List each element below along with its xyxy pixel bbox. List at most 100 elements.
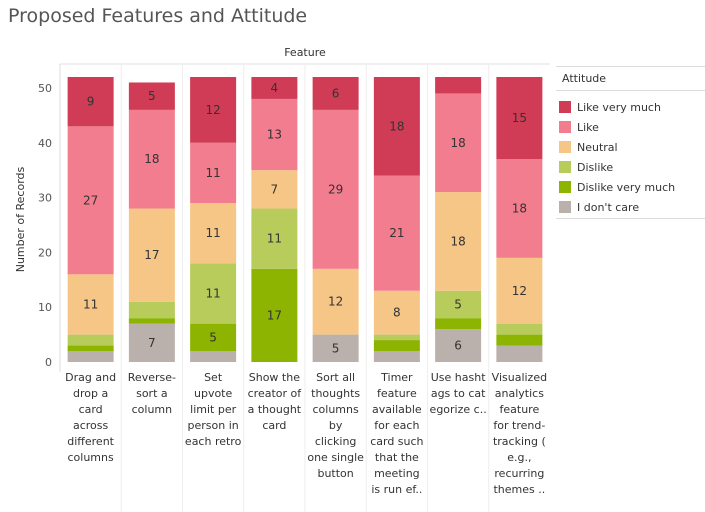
bar-segment: [190, 142, 237, 204]
category-label: drop a: [73, 387, 108, 400]
data-label: 12: [205, 103, 220, 117]
legend-swatch: [559, 101, 571, 113]
y-axis-label: Number of Records: [14, 166, 27, 272]
bar-segment: [251, 98, 298, 171]
category-label: across: [73, 419, 109, 432]
category-label: ags to cat: [431, 387, 486, 400]
legend-label: Dislike: [577, 160, 614, 174]
category-label: card: [262, 419, 286, 432]
data-label: 21: [389, 226, 404, 240]
category-label: available: [372, 403, 422, 416]
category-label: column: [132, 403, 173, 416]
data-label: 13: [267, 128, 282, 142]
bar-segment: [312, 77, 359, 110]
data-label: 11: [83, 297, 98, 311]
data-label: 6: [332, 86, 340, 100]
category-label: feature: [500, 403, 540, 416]
bar-segment: [435, 77, 482, 94]
category-label: Use hasht: [431, 371, 486, 384]
category-label: that the: [375, 451, 419, 464]
category-label: Visualized: [492, 371, 547, 384]
bar-segment: [496, 159, 543, 258]
category-label: is run ef..: [371, 483, 422, 496]
bar-segment: [128, 208, 175, 302]
bar-segment: [435, 192, 482, 291]
legend-item[interactable]: Dislike: [556, 157, 705, 177]
legend-item[interactable]: Neutral: [556, 137, 705, 157]
bar-segment: [251, 208, 298, 269]
legend-label: Neutral: [577, 140, 618, 154]
bar-segment: [190, 263, 237, 324]
bar-segment: [67, 274, 114, 335]
category-label: creator of: [248, 387, 303, 400]
data-label: 5: [454, 297, 462, 311]
category-label: by: [329, 419, 343, 432]
data-label: 5: [148, 89, 156, 103]
legend-label: Dislike very much: [577, 180, 676, 194]
category-label: Timer: [380, 371, 413, 384]
legend-item[interactable]: Like: [556, 117, 705, 137]
legend-swatch: [559, 181, 571, 193]
legend-item[interactable]: Dislike very much: [556, 177, 705, 197]
category-label: columns: [68, 451, 114, 464]
data-label: 18: [512, 202, 527, 216]
chart-title: Proposed Features and Attitude: [8, 5, 308, 27]
y-tick-label: 20: [38, 246, 52, 259]
bar-segment: [312, 268, 359, 335]
category-label: for trend-: [493, 419, 545, 432]
category-label: Show the: [249, 371, 300, 384]
legend-item[interactable]: I don't care: [556, 197, 705, 217]
bar-segment: [190, 351, 237, 362]
data-label: 5: [209, 330, 217, 344]
bar-segment: [435, 290, 482, 319]
bar-segment: [373, 290, 420, 335]
bar-segment: [373, 334, 420, 341]
data-label: 11: [205, 226, 220, 240]
legend-swatch: [559, 161, 571, 173]
bar-segment: [251, 77, 298, 99]
category-label: button: [317, 467, 353, 480]
bar-segment: [435, 93, 482, 193]
data-label: 12: [512, 284, 527, 298]
category-label: egorize c..: [430, 403, 487, 416]
legend-swatch: [559, 121, 571, 133]
y-tick-label: 0: [45, 356, 52, 369]
category-label: themes ..: [493, 483, 545, 496]
bar-segment: [312, 109, 359, 269]
bar-segment: [373, 351, 420, 362]
category-label: tracking (: [493, 435, 546, 448]
bar-segment: [312, 334, 359, 362]
legend-label: Like: [577, 120, 599, 134]
data-label: 15: [512, 111, 527, 125]
data-label: 29: [328, 182, 343, 196]
y-tick-label: 10: [38, 301, 52, 314]
data-label: 18: [144, 152, 159, 166]
bar-segment: [190, 323, 237, 352]
category-label: card such: [370, 435, 423, 448]
data-label: 18: [450, 234, 465, 248]
data-label: 6: [454, 339, 462, 353]
bar-segment: [67, 126, 114, 275]
bar-segment: [128, 318, 175, 324]
category-label: one single: [307, 451, 364, 464]
category-label: limit per: [190, 403, 236, 416]
bar-segment: [190, 77, 237, 143]
category-label: upvote: [194, 387, 233, 400]
legend-item[interactable]: Like very much: [556, 97, 705, 117]
bar-segment: [496, 77, 543, 160]
data-label: 17: [144, 248, 159, 262]
category-label: Drag and: [65, 371, 116, 384]
data-label: 7: [148, 336, 156, 350]
bar-segment: [67, 351, 114, 362]
category-label: meeting: [374, 467, 420, 480]
bar-segment: [373, 340, 420, 352]
category-label: for each: [374, 419, 419, 432]
bar-segment: [435, 318, 482, 330]
data-label: 18: [450, 136, 465, 150]
data-label: 7: [271, 182, 279, 196]
x-header: Feature: [284, 46, 326, 59]
category-label: feature: [377, 387, 417, 400]
category-label: recurring: [494, 467, 544, 480]
category-label: each retro: [185, 435, 242, 448]
bar-segment: [251, 268, 298, 362]
